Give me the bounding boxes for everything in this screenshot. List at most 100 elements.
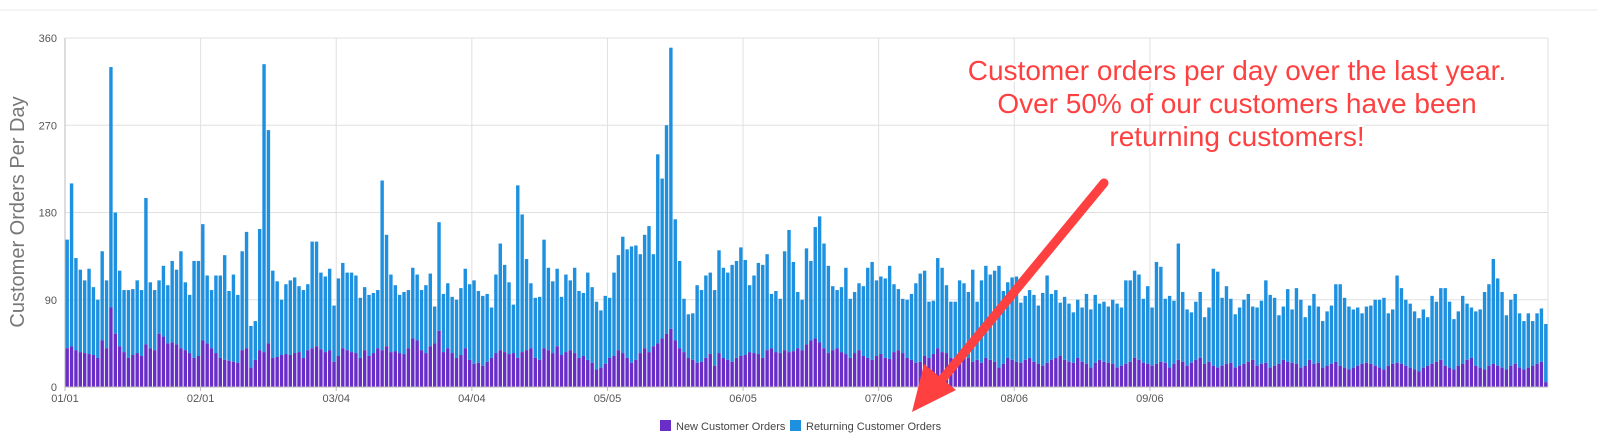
- bar-new: [992, 361, 997, 387]
- bar-new: [1535, 363, 1539, 387]
- bar-new: [437, 330, 441, 387]
- bar-new: [323, 352, 327, 387]
- bar-new: [1093, 362, 1097, 387]
- legend-swatch-returning: [790, 420, 801, 431]
- bar-returning: [971, 269, 975, 362]
- bar-returning: [813, 227, 817, 339]
- bar-returning: [1242, 299, 1246, 364]
- legend-label-new: New Customer Orders: [676, 421, 786, 433]
- bar-returning: [896, 289, 901, 351]
- bar-returning: [157, 280, 161, 334]
- bar-returning: [1447, 301, 1452, 368]
- bar-new: [1001, 363, 1006, 387]
- bar-returning: [96, 299, 100, 358]
- bar-returning: [1535, 313, 1539, 364]
- bar-new: [1246, 361, 1251, 387]
- bar-returning: [402, 291, 406, 355]
- bar-returning: [839, 287, 844, 353]
- bar-new: [1181, 361, 1185, 387]
- bar-returning: [170, 260, 174, 343]
- bar-new: [214, 353, 218, 387]
- x-tick-label: 06/05: [729, 393, 757, 405]
- bar-new: [651, 346, 656, 387]
- bar-new: [1509, 365, 1513, 387]
- bar-new: [78, 352, 83, 387]
- bar-returning: [1351, 309, 1356, 368]
- bar-returning: [699, 290, 704, 362]
- bar-new: [1132, 357, 1137, 387]
- x-tick-label: 03/04: [322, 393, 350, 405]
- x-tick-label: 04/04: [458, 393, 486, 405]
- bar-returning: [1434, 301, 1439, 362]
- legend-item-returning[interactable]: Returning Customer Orders: [790, 420, 942, 433]
- bar-new: [568, 350, 572, 387]
- bar-returning: [769, 293, 774, 349]
- bar-new: [1487, 365, 1491, 387]
- bar-returning: [288, 280, 292, 356]
- bar-returning: [800, 299, 804, 351]
- bar-returning: [244, 231, 249, 349]
- bar-new: [332, 361, 336, 387]
- bar-returning: [809, 260, 813, 341]
- bar-new: [813, 338, 817, 387]
- legend-item-new[interactable]: New Customer Orders: [660, 420, 786, 433]
- bar-returning: [275, 281, 279, 357]
- bar-returning: [1054, 290, 1058, 358]
- bar-new: [376, 348, 380, 387]
- bar-new: [411, 338, 415, 387]
- bar-new: [459, 355, 463, 387]
- bar-returning: [708, 272, 712, 355]
- bar-new: [82, 353, 87, 387]
- bar-returning: [1167, 295, 1172, 368]
- bar-returning: [301, 290, 306, 358]
- bar-new: [1172, 363, 1176, 387]
- bar-new: [148, 348, 153, 387]
- bar-new: [616, 350, 621, 387]
- bar-returning: [1439, 288, 1443, 360]
- bar-returning: [778, 298, 782, 354]
- bar-returning: [314, 241, 319, 347]
- bar-returning: [1128, 280, 1132, 362]
- bar-new: [441, 352, 446, 387]
- bar-returning: [1062, 296, 1067, 360]
- bar-returning: [1102, 301, 1106, 362]
- bar-returning: [1229, 298, 1233, 363]
- bar-returning: [586, 272, 590, 360]
- bar-returning: [476, 291, 481, 363]
- bar-returning: [498, 243, 502, 351]
- bar-new: [1167, 367, 1172, 387]
- bar-new: [481, 365, 485, 387]
- bar-returning: [787, 229, 791, 353]
- bar-returning: [1509, 299, 1513, 366]
- bar-returning: [1360, 313, 1364, 364]
- bar-new: [393, 351, 397, 387]
- bar-new: [498, 350, 502, 387]
- bar-new: [896, 350, 901, 387]
- x-tick-label: 01/01: [51, 393, 79, 405]
- bar-new: [1146, 363, 1150, 387]
- bar-returning: [726, 272, 730, 360]
- bar-new: [122, 352, 126, 387]
- bar-returning: [1504, 315, 1509, 370]
- bar-returning: [279, 299, 284, 356]
- bar-new: [559, 355, 564, 387]
- bar-new: [467, 359, 472, 387]
- bar-new: [953, 359, 957, 387]
- bar-new: [1027, 357, 1032, 387]
- bar-returning: [774, 291, 778, 353]
- bar-new: [166, 343, 170, 388]
- bar-new: [96, 357, 100, 387]
- bar-new: [664, 333, 669, 387]
- bar-returning: [227, 291, 231, 361]
- bar-returning: [1469, 307, 1474, 358]
- bar-new: [844, 354, 848, 387]
- bar-returning: [1150, 307, 1154, 366]
- bar-returning: [1211, 268, 1216, 366]
- bar-returning: [502, 264, 507, 353]
- bar-new: [677, 348, 682, 387]
- bar-returning: [393, 285, 397, 352]
- bar-returning: [1202, 317, 1207, 364]
- bar-new: [472, 363, 476, 387]
- bar-returning: [1181, 291, 1185, 362]
- bar-new: [524, 350, 529, 387]
